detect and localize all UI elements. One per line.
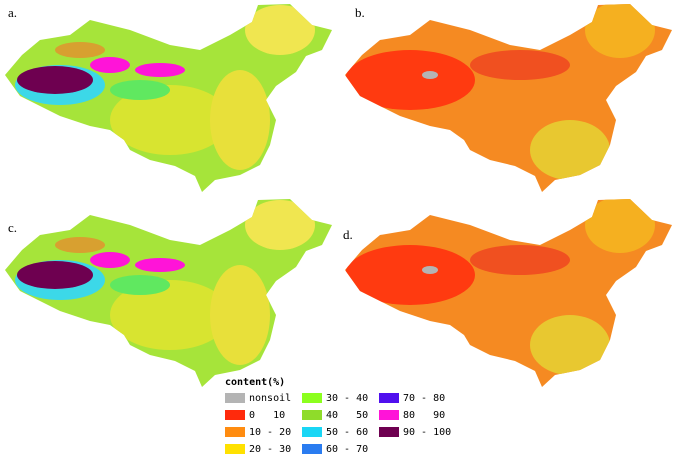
legend-label: 50 - 60	[326, 427, 368, 438]
legend-swatch	[379, 427, 399, 437]
legend-swatch	[379, 410, 399, 420]
map-c	[5, 199, 332, 387]
legend-swatch	[302, 444, 322, 454]
legend-label: 20 - 30	[249, 444, 291, 454]
legend-label: 40 50	[326, 410, 368, 421]
panel-label: b.	[355, 5, 365, 20]
panel-label: d.	[343, 227, 353, 242]
legend-swatch	[225, 393, 245, 403]
map-a	[5, 4, 332, 192]
legend-swatch	[302, 393, 322, 403]
legend-label: 70 - 80	[403, 393, 445, 404]
legend-title: content(%)	[225, 377, 285, 388]
legend-swatch	[225, 410, 245, 420]
legend: nonsoil 0 10 10 - 20 20 - 30 30 - 40 40 50 50 …	[225, 393, 451, 454]
legend-swatch	[225, 444, 245, 454]
map-d	[345, 197, 672, 387]
legend-label: nonsoil	[249, 393, 291, 404]
panel-label: c.	[8, 220, 17, 235]
legend-swatch	[225, 427, 245, 437]
legend-label: 10 - 20	[249, 427, 291, 438]
legend-swatch	[302, 410, 322, 420]
panel-label: a.	[8, 5, 17, 20]
map-b	[345, 2, 672, 192]
legend-label: 60 - 70	[326, 444, 368, 454]
legend-label: 90 - 100	[403, 427, 451, 438]
legend-label: 30 - 40	[326, 393, 368, 404]
legend-swatch	[302, 427, 322, 437]
legend-label: 80 90	[403, 410, 445, 421]
legend-swatch	[379, 393, 399, 403]
legend-label: 0 10	[249, 410, 285, 421]
